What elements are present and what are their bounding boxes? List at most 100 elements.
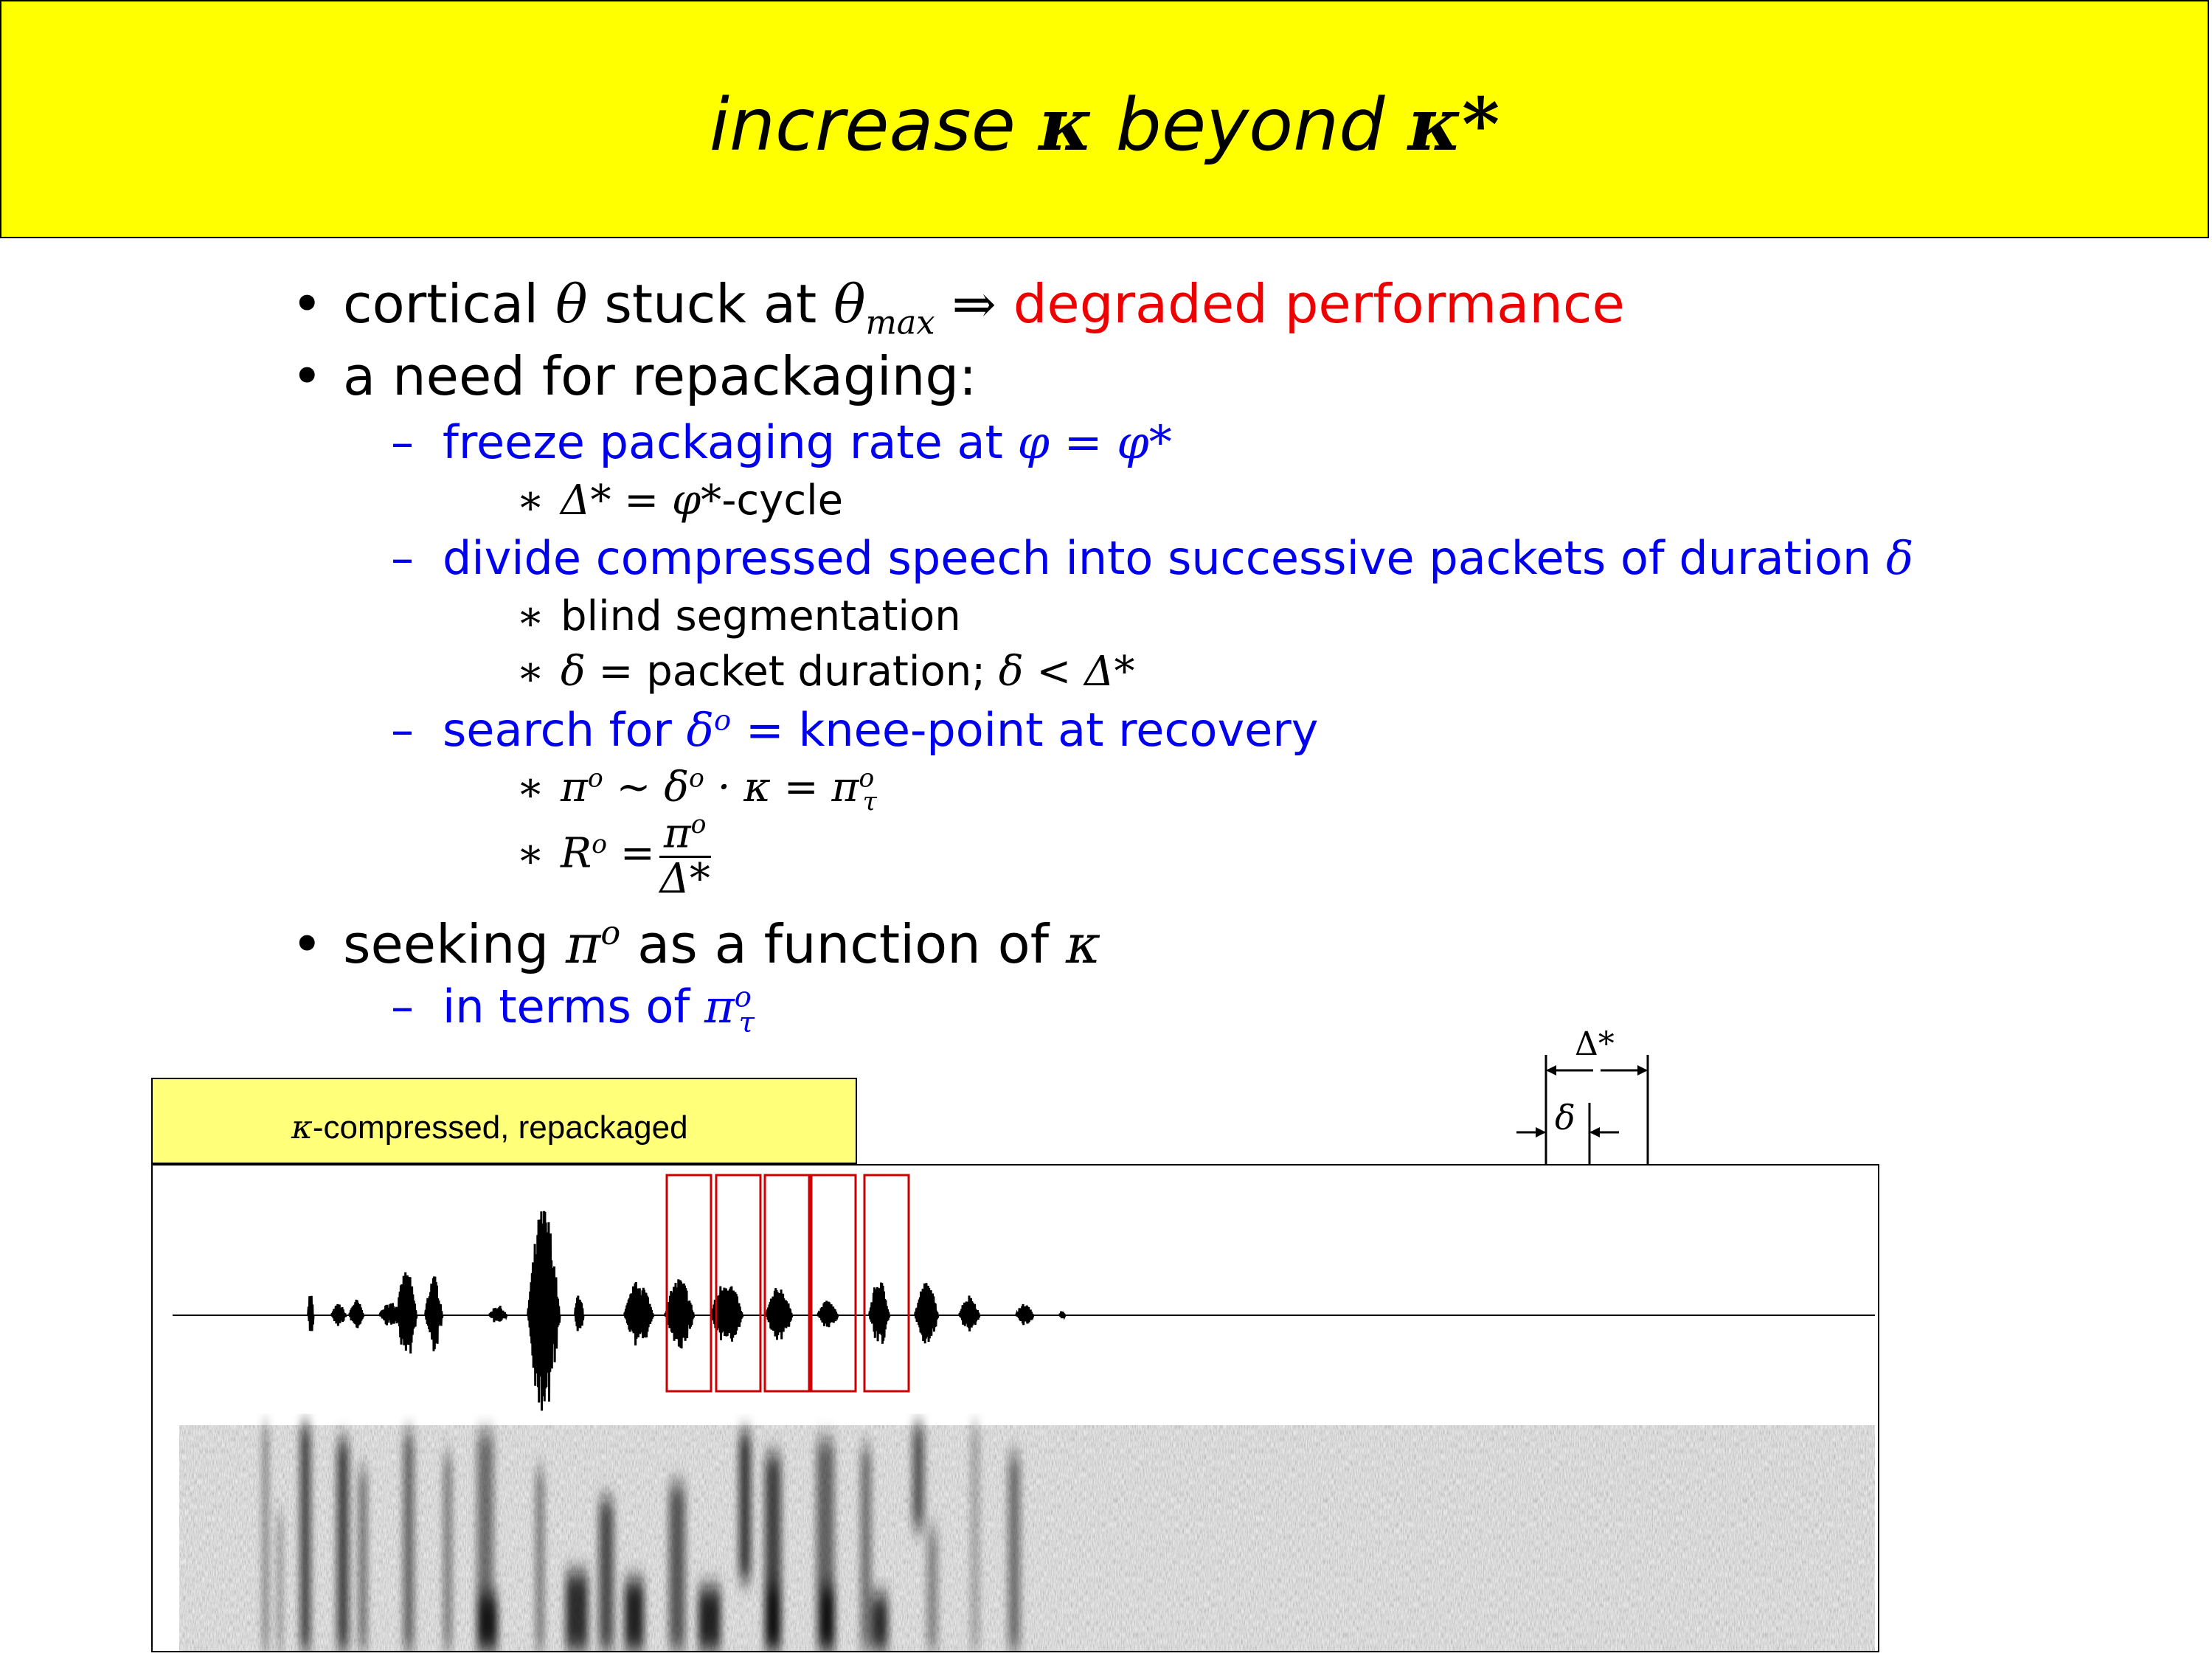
delta-o-symbol: δ xyxy=(686,703,714,757)
delta-label: δ xyxy=(1555,1098,1575,1137)
waveform-burst xyxy=(574,1295,585,1331)
o-superscript: o xyxy=(690,810,707,839)
delta-star-label: Δ* xyxy=(1575,1025,1615,1063)
theta-max-symbol: θ xyxy=(833,273,866,335)
packet-boxes xyxy=(665,1174,910,1393)
tau-subscript: τ xyxy=(738,1006,755,1040)
theta-symbol: θ xyxy=(555,273,588,335)
spectrogram-band xyxy=(278,1514,282,1651)
r-symbol: R xyxy=(561,829,592,878)
item-pi-relation: ∗ πo ~ δo · κ = πoτ xyxy=(516,763,877,817)
waveform-burst xyxy=(817,1300,839,1328)
spectrogram-band xyxy=(861,1447,871,1651)
delta-star-equation: Δ* = φ* xyxy=(561,477,722,524)
o-superscript: o xyxy=(587,763,603,794)
spectrogram-band xyxy=(739,1433,751,1580)
kappa-symbol: κ xyxy=(1065,913,1101,975)
packet-box xyxy=(665,1174,713,1393)
packet-box xyxy=(863,1174,910,1393)
star-marker: ∗ xyxy=(516,648,545,696)
waveform-burst xyxy=(914,1283,940,1344)
star-marker: ∗ xyxy=(516,592,545,640)
caption-text: -compressed, repackaged xyxy=(312,1109,688,1146)
spectrogram-band xyxy=(971,1425,979,1651)
sub-bullet-divide-speech: – divide compressed speech into successiv… xyxy=(391,531,1913,585)
packet-box xyxy=(715,1174,762,1393)
bullet-text: cortical xyxy=(343,273,539,335)
implies-symbol: ⇒ xyxy=(951,273,996,335)
o-superscript: o xyxy=(713,704,732,738)
fraction: πo Δ* xyxy=(659,811,711,901)
delta-inequality: δ < Δ* xyxy=(998,648,1135,696)
spectrogram-band xyxy=(444,1455,451,1651)
waveform-burst xyxy=(424,1276,444,1351)
waveform-burst xyxy=(623,1281,655,1345)
dash-marker: – xyxy=(391,531,414,585)
caption-kappa: κ xyxy=(291,1109,313,1146)
bullet-text: seeking xyxy=(343,913,549,975)
sub-bullet-freeze-rate: – freeze packaging rate at φ = φ* xyxy=(391,415,1172,469)
waveform-burst xyxy=(488,1306,508,1323)
slide-title: increase κ beyond κ* xyxy=(1,83,2208,167)
waveform-burst xyxy=(348,1299,365,1329)
waveform-burst xyxy=(664,1279,696,1349)
sub-bullet-text: search for xyxy=(443,703,672,757)
equals-sign: = xyxy=(607,829,655,878)
item-delta-star-cycle: ∗ Δ* = φ*-cycle xyxy=(516,477,843,524)
waveform-burst xyxy=(395,1272,418,1354)
spectrogram-band xyxy=(477,1595,498,1651)
spectrogram-band xyxy=(765,1587,781,1651)
sub-bullet-text: freeze packaging rate at xyxy=(443,415,1003,469)
spectrogram-band xyxy=(566,1573,588,1651)
o-superscript: o xyxy=(600,914,621,952)
waveform xyxy=(307,1211,1067,1411)
star-marker: ∗ xyxy=(516,477,545,524)
bullet-seeking-pi: • seeking πo as a function of κ xyxy=(291,913,1100,975)
packet-box xyxy=(810,1174,857,1393)
spectrogram-band xyxy=(599,1499,614,1651)
bullet-dot: • xyxy=(291,345,323,407)
spectrogram-band xyxy=(927,1528,937,1651)
spectrogram-band xyxy=(625,1580,644,1651)
speech-figure xyxy=(151,1164,1879,1652)
sub-bullet-in-terms-of: – in terms of πoτ xyxy=(391,980,755,1039)
o-superscript: o xyxy=(859,763,875,794)
spectrogram xyxy=(179,1425,1875,1651)
delta-equals: δ = xyxy=(561,648,634,696)
item-r-ratio: ∗ Ro = πo Δ* xyxy=(516,811,711,901)
pi-symbol: π xyxy=(704,980,735,1033)
pi-symbol: π xyxy=(561,763,588,811)
waveform-burst xyxy=(765,1288,794,1340)
spectrogram-band xyxy=(698,1587,721,1651)
star-marker: ∗ xyxy=(516,763,545,811)
speech-figure-svg xyxy=(173,1174,1875,1651)
spectrogram-band xyxy=(912,1425,924,1528)
pi-symbol: π xyxy=(566,913,601,975)
bullet-cortical-theta: • cortical θ stuck at θmax ⇒ degraded per… xyxy=(291,273,1625,342)
waveform-burst xyxy=(868,1282,891,1344)
title-middle: beyond xyxy=(1092,83,1408,167)
o-superscript: o xyxy=(734,980,752,1014)
waveform-burst xyxy=(1015,1303,1035,1326)
waveform-burst xyxy=(307,1295,315,1331)
spectrogram-band xyxy=(669,1484,685,1651)
sub-bullet-text: in terms of xyxy=(443,980,690,1033)
relation-text: ~ δ xyxy=(603,763,689,811)
spectrogram-band xyxy=(820,1587,835,1651)
fraction-denominator: Δ* xyxy=(659,855,710,904)
sub-bullet-search-knee: – search for δo = knee-point at recovery xyxy=(391,703,1319,757)
bullet-repackaging: • a need for repackaging: xyxy=(291,345,977,407)
waveform-burst xyxy=(1058,1311,1067,1320)
title-bar: increase κ beyond κ* xyxy=(0,0,2209,238)
figure-caption-box: κ-compressed, repackaged xyxy=(151,1078,857,1164)
degraded-performance-text: degraded performance xyxy=(1013,273,1625,335)
phi-equation: φ = φ* xyxy=(1017,415,1172,469)
title-kappa-star: κ* xyxy=(1407,83,1500,167)
item-packet-duration: ∗ δ = packet duration; δ < Δ* xyxy=(516,648,1135,696)
bullet-text: a need for repackaging: xyxy=(343,345,977,407)
o-superscript: o xyxy=(592,829,608,859)
dash-marker: – xyxy=(391,415,414,469)
dash-marker: – xyxy=(391,703,414,757)
delta-symbol: δ xyxy=(1886,531,1914,585)
